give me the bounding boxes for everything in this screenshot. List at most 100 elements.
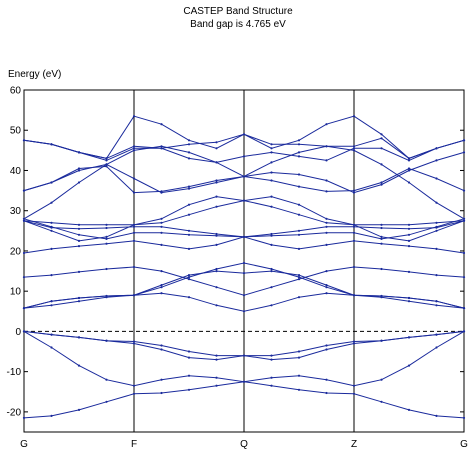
band-point: [215, 270, 218, 273]
band-point: [215, 243, 218, 246]
band-point: [270, 270, 273, 273]
band-point: [187, 296, 191, 299]
x-tick-label: F: [131, 439, 137, 450]
energy-bands: [22, 115, 466, 419]
band-point: [270, 147, 273, 150]
band-point: [435, 274, 438, 277]
band-point: [215, 376, 218, 379]
band-point: [325, 270, 328, 273]
band-point: [105, 296, 108, 299]
band-point: [297, 276, 301, 279]
band-point: [325, 190, 328, 193]
band-point: [215, 267, 218, 271]
band-point: [105, 378, 108, 381]
band-point: [22, 139, 26, 142]
band-point: [270, 179, 273, 182]
band-point: [462, 217, 466, 220]
band-point: [160, 243, 163, 246]
band-point: [380, 181, 383, 184]
band-point: [160, 231, 163, 234]
band-point: [352, 225, 356, 228]
band-point: [50, 300, 53, 303]
band-point: [325, 225, 328, 228]
band-point: [407, 223, 411, 226]
band-point: [297, 229, 301, 232]
band-point: [352, 191, 356, 194]
band-point: [325, 159, 328, 162]
band-point: [132, 191, 136, 194]
band-point: [77, 245, 81, 248]
band-point: [50, 304, 53, 307]
band-point: [435, 159, 438, 162]
band-point: [462, 307, 466, 310]
band-point: [105, 157, 108, 160]
band-point: [380, 163, 383, 166]
band-point: [132, 223, 136, 226]
band-point: [352, 265, 356, 269]
band-point: [215, 234, 218, 237]
band-point: [407, 227, 411, 230]
band-point: [407, 300, 411, 303]
band-point: [435, 333, 438, 336]
chart-subtitle: Band gap is 4.765 eV: [190, 19, 286, 30]
band-point: [160, 190, 163, 193]
band-point: [297, 296, 301, 299]
band-point: [325, 145, 328, 148]
band-point: [187, 185, 191, 188]
band-point: [270, 304, 273, 307]
band-point: [77, 270, 81, 273]
band-point: [325, 217, 328, 220]
band-point: [132, 115, 136, 118]
band-point: [270, 234, 273, 237]
band-point: [462, 276, 466, 279]
band-point: [77, 239, 81, 242]
band-point: [380, 237, 383, 240]
band-point: [270, 171, 273, 174]
band-point: [297, 143, 301, 146]
band-point: [435, 226, 438, 229]
band-point: [352, 392, 356, 395]
band-point: [105, 400, 108, 403]
band-point: [160, 391, 163, 395]
y-tick-label: 60: [10, 86, 22, 97]
y-tick-label: 50: [10, 126, 22, 137]
band-point: [215, 358, 218, 361]
band-point: [270, 143, 273, 146]
band-point: [407, 239, 411, 242]
band-point: [297, 350, 301, 353]
y-tick-label: 40: [10, 166, 22, 177]
band-point: [297, 185, 301, 188]
band-point: [352, 384, 356, 387]
band-point: [77, 336, 81, 339]
band-point: [160, 123, 163, 126]
band-point: [132, 239, 136, 242]
band-point: [242, 261, 246, 265]
y-tick-label: 0: [15, 327, 21, 338]
band-point: [132, 265, 136, 269]
band-point: [325, 231, 328, 234]
band-point: [325, 344, 328, 347]
band-point: [160, 284, 163, 287]
band-point: [297, 278, 301, 281]
chart-title: CASTEP Band Structure: [183, 6, 293, 17]
band-point: [22, 217, 26, 220]
y-tick-label: -20: [7, 407, 22, 418]
band-point: [352, 145, 356, 148]
band-point: [380, 339, 383, 342]
band-point: [22, 330, 26, 333]
band-point: [215, 286, 218, 289]
band-point: [50, 226, 53, 229]
band-point: [297, 274, 301, 277]
band-point: [132, 147, 136, 150]
band-point: [352, 149, 356, 152]
band-point: [187, 203, 191, 206]
band-point: [187, 274, 191, 277]
band-point: [187, 350, 191, 353]
band-point: [187, 374, 191, 377]
band-point: [270, 358, 273, 361]
band-point: [435, 300, 438, 303]
band-point: [352, 294, 356, 297]
band-point: [352, 340, 356, 343]
band-point: [77, 364, 81, 367]
band-point: [270, 376, 273, 379]
